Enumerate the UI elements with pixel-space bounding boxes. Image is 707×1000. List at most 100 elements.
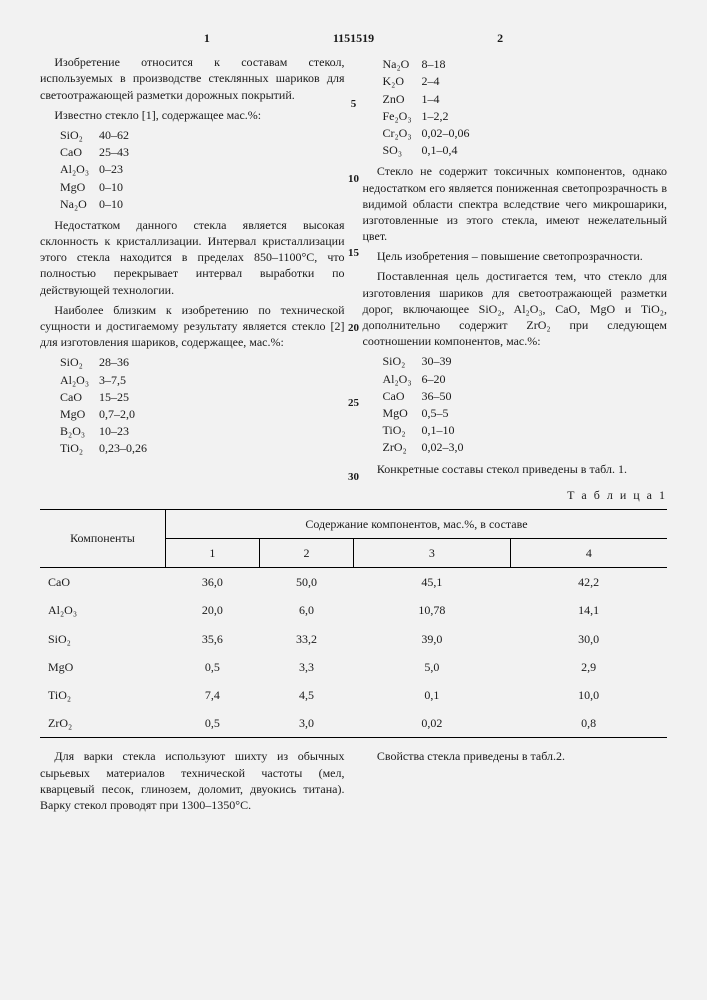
paragraph: Для варки стекла используют шихту из обы…	[40, 748, 345, 813]
two-column-body: Изобретение относится к составам стекол,…	[40, 54, 667, 481]
col-num: 2	[259, 539, 353, 568]
table-1: Компоненты Содержание компонентов, мас.%…	[40, 509, 667, 739]
cell-value: 5,0	[353, 653, 510, 681]
table-row: MgO0,53,35,02,9	[40, 653, 667, 681]
kv-row: CaO36–50	[383, 388, 474, 405]
component-value: 0,02–3,0	[422, 439, 474, 456]
row-component-name: ZrO₂	[40, 709, 165, 738]
component-name: B₂O₃	[60, 423, 99, 440]
component-value: 28–36	[99, 354, 157, 371]
component-value: 8–18	[422, 56, 480, 73]
kv-row: SiO₂40–62	[60, 127, 139, 144]
component-value: 0,1–10	[422, 422, 474, 439]
paragraph: Известно стекло [1], содержащее мас.%:	[40, 107, 345, 123]
component-value: 36–50	[422, 388, 474, 405]
table-corner-header: Компоненты	[40, 509, 165, 567]
line-marker: 10	[348, 172, 359, 187]
composition-list-3a: Na₂O8–18 K₂O2–4 ZnO1–4 Fe₂O₃1–2,2 Cr₂O₃0…	[383, 56, 480, 159]
column-left: Изобретение относится к составам стекол,…	[40, 54, 345, 481]
cell-value: 10,0	[510, 681, 667, 709]
kv-row: B₂O₃10–23	[60, 423, 157, 440]
component-name: ZrO₂	[383, 439, 422, 456]
kv-row: SiO₂28–36	[60, 354, 157, 371]
table-row: TiO₂7,44,50,110,0	[40, 681, 667, 709]
kv-row: TiO₂0,23–0,26	[60, 440, 157, 457]
kv-row: Fe₂O₃1–2,2	[383, 108, 480, 125]
component-name: K₂O	[383, 73, 422, 90]
col-num: 3	[353, 539, 510, 568]
row-component-name: Al₂O₃	[40, 596, 165, 624]
component-value: 3–7,5	[99, 372, 157, 389]
kv-row: SiO₂30–39	[383, 353, 474, 370]
column-right: Na₂O8–18 K₂O2–4 ZnO1–4 Fe₂O₃1–2,2 Cr₂O₃0…	[363, 54, 668, 481]
cell-value: 0,5	[165, 709, 259, 738]
kv-row: CaO15–25	[60, 389, 157, 406]
kv-row: MgO0–10	[60, 179, 139, 196]
component-value: 0–10	[99, 196, 139, 213]
cell-value: 35,6	[165, 625, 259, 653]
paragraph: Свойства стекла приведены в табл.2.	[363, 748, 668, 764]
cell-value: 0,02	[353, 709, 510, 738]
kv-row: MgO0,5–5	[383, 405, 474, 422]
paragraph: Недостатком данного стекла является высо…	[40, 217, 345, 298]
kv-row: Na₂O8–18	[383, 56, 480, 73]
component-value: 15–25	[99, 389, 157, 406]
bottom-col-left: Для варки стекла используют шихту из обы…	[40, 748, 345, 817]
paragraph: Стекло не содержит токсичных компонентов…	[363, 163, 668, 244]
row-component-name: CaO	[40, 568, 165, 597]
component-value: 0,23–0,26	[99, 440, 157, 457]
cell-value: 3,3	[259, 653, 353, 681]
component-name: CaO	[60, 389, 99, 406]
table-span-header: Содержание компонентов, мас.%, в составе	[165, 509, 667, 538]
page-header: 1 1151519 2	[40, 30, 667, 46]
component-value: 25–43	[99, 144, 139, 161]
row-component-name: MgO	[40, 653, 165, 681]
component-name: TiO₂	[60, 440, 99, 457]
cell-value: 7,4	[165, 681, 259, 709]
table-caption: Т а б л и ц а 1	[40, 487, 667, 503]
paragraph: Цель изобретения – повышение светопрозра…	[363, 248, 668, 264]
line-marker: 15	[348, 246, 359, 261]
component-name: Na₂O	[60, 196, 99, 213]
component-value: 0–10	[99, 179, 139, 196]
cell-value: 0,5	[165, 653, 259, 681]
component-value: 0–23	[99, 161, 139, 178]
cell-value: 36,0	[165, 568, 259, 597]
component-name: Al₂O₃	[383, 371, 422, 388]
component-value: 6–20	[422, 371, 474, 388]
kv-row: Cr₂O₃0,02–0,06	[383, 125, 480, 142]
component-name: Al₂O₃	[60, 161, 99, 178]
cell-value: 4,5	[259, 681, 353, 709]
kv-row: TiO₂0,1–10	[383, 422, 474, 439]
component-name: SiO₂	[60, 127, 99, 144]
component-value: 40–62	[99, 127, 139, 144]
line-marker: 20	[348, 321, 359, 336]
component-name: MgO	[60, 179, 99, 196]
cell-value: 42,2	[510, 568, 667, 597]
paragraph: Поставленная цель достигается тем, что с…	[363, 268, 668, 349]
kv-row: K₂O2–4	[383, 73, 480, 90]
component-value: 0,1–0,4	[422, 142, 480, 159]
table-row: ZrO₂0,53,00,020,8	[40, 709, 667, 738]
cell-value: 33,2	[259, 625, 353, 653]
component-name: Al₂O₃	[60, 372, 99, 389]
cell-value: 50,0	[259, 568, 353, 597]
col-num-left: 1	[204, 30, 210, 46]
row-component-name: TiO₂	[40, 681, 165, 709]
component-name: CaO	[383, 388, 422, 405]
cell-value: 3,0	[259, 709, 353, 738]
kv-row: MgO0,7–2,0	[60, 406, 157, 423]
component-name: MgO	[60, 406, 99, 423]
kv-row: SO₃0,1–0,4	[383, 142, 480, 159]
component-name: MgO	[383, 405, 422, 422]
kv-row: ZrO₂0,02–3,0	[383, 439, 474, 456]
component-value: 0,02–0,06	[422, 125, 480, 142]
cell-value: 10,78	[353, 596, 510, 624]
component-value: 0,5–5	[422, 405, 474, 422]
component-name: Cr₂O₃	[383, 125, 422, 142]
col-num-right: 2	[497, 30, 503, 46]
bottom-col-right: Свойства стекла приведены в табл.2.	[363, 748, 668, 817]
cell-value: 30,0	[510, 625, 667, 653]
kv-row: Al₂O₃3–7,5	[60, 372, 157, 389]
component-name: TiO₂	[383, 422, 422, 439]
